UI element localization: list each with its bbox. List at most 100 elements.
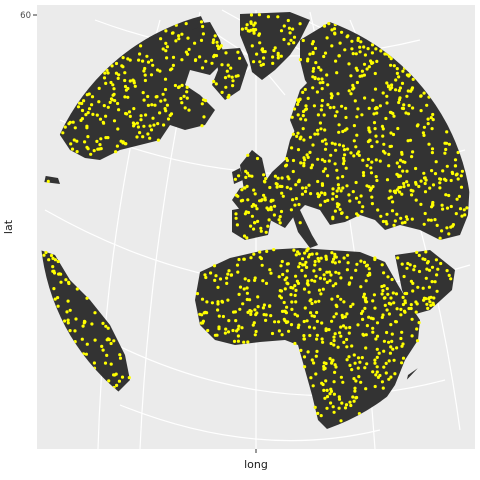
data-point (345, 345, 349, 349)
data-point (59, 280, 63, 284)
data-point (168, 113, 172, 117)
data-point (340, 104, 344, 108)
data-point (232, 310, 236, 314)
data-point (282, 317, 286, 321)
data-point (264, 281, 269, 285)
data-point (270, 331, 275, 336)
data-point (311, 40, 315, 44)
data-point (286, 175, 290, 179)
data-point (226, 330, 231, 334)
data-point (216, 44, 220, 48)
data-point (383, 296, 387, 300)
data-point (331, 187, 335, 191)
data-point (365, 67, 369, 71)
data-point (409, 188, 413, 192)
data-point (400, 330, 404, 334)
data-point (250, 204, 254, 208)
data-point (366, 273, 370, 277)
data-point (245, 286, 249, 290)
data-point (271, 55, 275, 59)
data-point (256, 305, 260, 309)
data-point (304, 107, 309, 111)
data-point (391, 200, 395, 204)
data-point (341, 380, 345, 384)
data-point (348, 363, 352, 367)
data-point (439, 261, 443, 266)
data-point (179, 96, 183, 101)
data-point (337, 406, 341, 410)
data-point (297, 179, 301, 184)
data-point (227, 269, 231, 273)
data-point (282, 300, 286, 305)
data-point (335, 110, 339, 114)
data-point (177, 34, 181, 38)
data-point (262, 173, 266, 177)
data-point (363, 96, 367, 100)
data-point (143, 66, 147, 71)
data-point (114, 71, 118, 75)
data-point (425, 267, 429, 271)
data-point (395, 188, 399, 192)
data-point (323, 51, 328, 55)
data-point (414, 166, 418, 171)
data-point (421, 257, 425, 261)
data-point (388, 87, 392, 91)
data-point (199, 20, 204, 24)
data-point (229, 66, 233, 70)
land-iberia (232, 205, 272, 240)
data-point (364, 346, 368, 350)
data-point (303, 87, 307, 92)
data-point (304, 260, 308, 264)
data-point (280, 309, 285, 313)
data-point (338, 41, 342, 45)
data-point (273, 174, 277, 178)
data-point (303, 306, 307, 310)
data-point (422, 222, 426, 226)
data-point (298, 22, 302, 26)
data-point (153, 103, 157, 107)
data-point (300, 192, 304, 196)
data-point (411, 289, 415, 293)
data-point (375, 355, 379, 359)
data-point (411, 106, 415, 110)
data-point (331, 260, 335, 264)
data-point (139, 114, 143, 118)
data-point (161, 92, 165, 96)
data-point (107, 379, 111, 383)
data-point (66, 321, 70, 325)
data-point (325, 388, 329, 392)
data-point (353, 99, 357, 103)
data-point (325, 395, 330, 399)
data-point (253, 192, 257, 196)
data-point (326, 83, 330, 87)
data-point (277, 218, 281, 222)
data-point (302, 156, 306, 160)
data-point (302, 355, 307, 359)
data-point (112, 87, 116, 91)
data-point (105, 353, 109, 357)
data-point (382, 271, 386, 275)
data-point (309, 376, 313, 380)
data-point (80, 337, 84, 341)
data-point (382, 284, 386, 288)
data-point (331, 284, 335, 288)
data-point (392, 114, 396, 118)
data-point (123, 84, 128, 89)
data-point (416, 123, 420, 127)
data-point (290, 307, 294, 311)
data-point (385, 94, 389, 98)
data-point (430, 151, 434, 155)
data-point (331, 215, 335, 219)
data-point (380, 292, 384, 296)
data-point (90, 103, 94, 107)
data-point (430, 280, 434, 284)
data-point (127, 376, 131, 380)
data-point (322, 273, 326, 277)
data-point (372, 121, 377, 125)
data-point (278, 184, 282, 188)
data-point (316, 179, 320, 184)
data-point (364, 387, 368, 391)
data-point (276, 176, 280, 180)
data-point (292, 248, 296, 252)
data-point (398, 158, 403, 162)
